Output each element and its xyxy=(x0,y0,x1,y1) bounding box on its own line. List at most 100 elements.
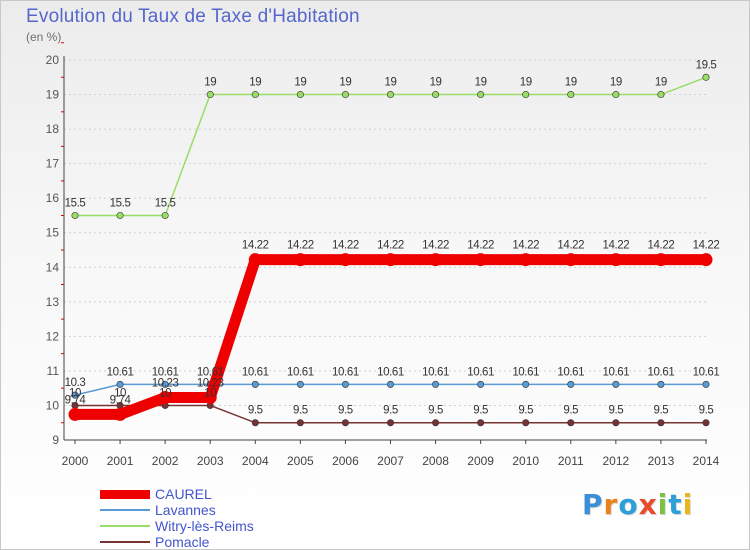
data-label: 9.5 xyxy=(473,405,488,417)
legend-item-caurel: CAUREL xyxy=(100,486,360,502)
data-label: 19 xyxy=(339,77,351,89)
x-tick-label: 2013 xyxy=(648,454,675,468)
x-tick-label: 2002 xyxy=(152,454,179,468)
data-point xyxy=(522,91,530,99)
data-label: 10.61 xyxy=(332,366,359,378)
data-point xyxy=(702,419,710,427)
chart-title: Evolution du Taux de Taxe d'Habitation xyxy=(26,6,360,27)
proxiti-logo: Proxiti xyxy=(582,488,693,521)
legend-swatch-witry xyxy=(100,525,150,527)
data-label: 14.22 xyxy=(602,240,629,252)
data-point xyxy=(158,391,172,405)
data-point xyxy=(477,380,485,388)
data-label: 9.74 xyxy=(110,394,132,406)
legend-label-lavannes: Lavannes xyxy=(155,502,216,518)
data-label: 14.22 xyxy=(422,240,449,252)
y-tick-label: 16 xyxy=(46,191,60,205)
data-label: 10.61 xyxy=(467,366,494,378)
data-point xyxy=(702,73,710,81)
data-point xyxy=(612,91,620,99)
data-label: 14.22 xyxy=(648,240,675,252)
y-tick-label: 14 xyxy=(46,260,60,274)
data-label: 19.5 xyxy=(696,59,717,71)
logo-letter: i xyxy=(657,488,669,521)
data-point xyxy=(567,380,575,388)
logo-letter: t xyxy=(668,488,683,521)
chart-subtitle: (en %) xyxy=(26,30,62,44)
x-tick-label: 2009 xyxy=(467,454,494,468)
data-label: 9.5 xyxy=(293,405,308,417)
data-label: 14.22 xyxy=(332,240,359,252)
data-point xyxy=(567,419,575,427)
data-point xyxy=(386,91,394,99)
data-label: 19 xyxy=(520,77,532,89)
data-label: 9.5 xyxy=(428,405,443,417)
data-point xyxy=(203,391,217,405)
data-label: 19 xyxy=(385,77,397,89)
data-point xyxy=(657,419,665,427)
y-tick-label: 11 xyxy=(47,364,60,378)
data-point xyxy=(432,419,440,427)
legend-item-pomacle: Pomacle xyxy=(100,534,360,550)
data-label: 10.61 xyxy=(152,366,179,378)
data-point xyxy=(699,253,713,267)
data-label: 14.22 xyxy=(377,240,404,252)
x-tick-label: 2003 xyxy=(197,454,224,468)
data-label: 9.5 xyxy=(608,405,623,417)
y-tick-label: 17 xyxy=(46,157,60,171)
data-label: 14.22 xyxy=(557,240,584,252)
x-tick-label: 2004 xyxy=(242,454,269,468)
data-label: 10.23 xyxy=(197,378,224,390)
data-point xyxy=(296,91,304,99)
data-point xyxy=(386,380,394,388)
data-label: 10.61 xyxy=(197,366,224,378)
data-point xyxy=(161,211,169,219)
data-label: 10.61 xyxy=(287,366,314,378)
data-label: 14.22 xyxy=(512,240,539,252)
x-tick-label: 2005 xyxy=(287,454,314,468)
data-point xyxy=(338,253,352,267)
x-tick-label: 2007 xyxy=(377,454,404,468)
data-point xyxy=(296,380,304,388)
data-point xyxy=(654,253,668,267)
legend-label-pomacle: Pomacle xyxy=(155,534,210,550)
data-label: 9.5 xyxy=(383,405,398,417)
data-point xyxy=(384,253,397,267)
data-label: 19 xyxy=(475,77,487,89)
data-point xyxy=(206,91,214,99)
data-point xyxy=(657,380,665,388)
data-label: 19 xyxy=(294,77,306,89)
x-tick-label: 2008 xyxy=(422,454,449,468)
legend: CAUREL Lavannes Witry-lès-Reims Pomacle xyxy=(100,486,360,550)
data-point xyxy=(341,419,349,427)
y-tick-label: 9 xyxy=(52,433,59,447)
data-label: 9.5 xyxy=(654,405,669,417)
data-point xyxy=(657,91,665,99)
x-tick-label: 2011 xyxy=(558,454,584,468)
data-label: 10.61 xyxy=(648,366,675,378)
data-point xyxy=(161,380,169,388)
data-point xyxy=(296,419,304,427)
data-point xyxy=(71,391,79,399)
data-label: 9.5 xyxy=(518,405,533,417)
x-tick-label: 2001 xyxy=(107,454,134,468)
legend-label-caurel: CAUREL xyxy=(155,486,212,502)
y-tick-label: 20 xyxy=(46,53,60,67)
y-tick-label: 18 xyxy=(46,122,60,136)
data-label: 9.5 xyxy=(699,405,714,417)
logo-letter: o xyxy=(618,488,639,521)
chart-series xyxy=(68,73,713,427)
data-label: 15.5 xyxy=(110,197,131,209)
data-label: 19 xyxy=(204,77,216,89)
data-label: 10.61 xyxy=(602,366,629,378)
data-point xyxy=(251,419,259,427)
data-label: 14.22 xyxy=(242,240,269,252)
data-label: 19 xyxy=(610,77,622,89)
data-point xyxy=(386,419,394,427)
data-point xyxy=(522,380,530,388)
data-point xyxy=(293,253,307,267)
data-point xyxy=(341,380,349,388)
x-tick-label: 2010 xyxy=(512,454,539,468)
chart-axes: 9 10 11 12 13 14 15 16 17 18 19 20 2000 2001 2002 2003 2… xyxy=(46,42,720,468)
